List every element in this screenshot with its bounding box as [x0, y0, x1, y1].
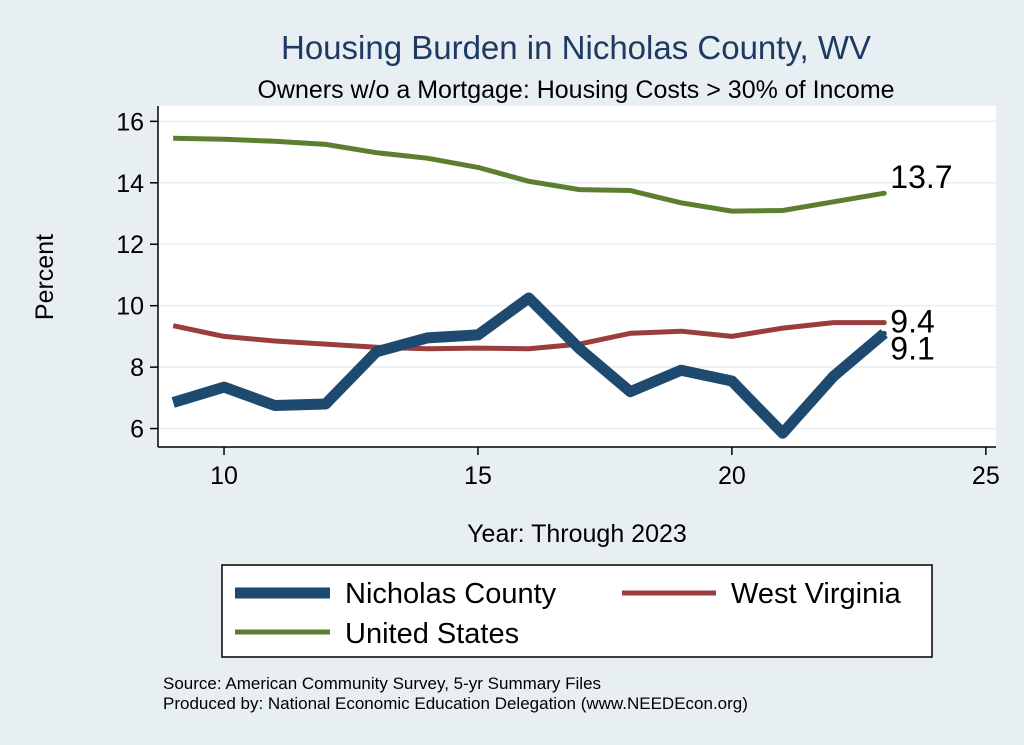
series-layer: 13.7 9.49.1 — [171, 135, 953, 439]
grid-layer — [158, 120, 996, 430]
legend-label-nicholas-county: Nicholas County — [345, 578, 557, 610]
chart-subtitle: Owners w/o a Mortgage: Housing Costs > 3… — [257, 76, 894, 104]
y-tick-label: 6 — [130, 416, 144, 444]
series-endpoint-nicholas-county — [881, 330, 887, 336]
y-tick-label: 16 — [116, 108, 144, 136]
y-tick-label: 12 — [116, 231, 144, 259]
y-tick-label: 10 — [116, 293, 144, 321]
x-axis-title: Year: Through 2023 — [467, 520, 687, 548]
legend-label-west-virginia: West Virginia — [731, 578, 902, 610]
end-label-west-virginia: 9.4 — [890, 304, 934, 340]
x-tick-label: 20 — [718, 462, 746, 490]
series-endpoint-united-states — [881, 190, 887, 196]
x-tick-label: 15 — [464, 462, 492, 490]
y-tick-label: 14 — [116, 170, 144, 198]
x-tick-label: 10 — [210, 462, 238, 490]
end-label-united-states: 13.7 — [890, 159, 952, 195]
series-endpoint-west-virginia — [881, 320, 887, 326]
series-line-west-virginia — [172, 320, 885, 352]
y-axis-title: Percent — [31, 234, 59, 320]
legend-label-united-states: United States — [345, 618, 519, 650]
x-tick-label: 25 — [972, 462, 1000, 490]
plot-area — [158, 106, 996, 447]
legend-box — [221, 564, 933, 658]
y-tick-label: 8 — [130, 354, 144, 382]
series-line-united-states — [173, 135, 885, 214]
series-line-nicholas-county — [171, 292, 888, 439]
end-label-nicholas-county: 9.1 — [890, 330, 934, 366]
source-note: Source: American Community Survey, 5-yr … — [163, 674, 601, 693]
producer-note: Produced by: National Economic Education… — [163, 694, 748, 713]
tick-layer: 6 8 10 12 14 16 10 15 20 25 — [116, 108, 1000, 490]
legend: Nicholas County West Virginia United Sta… — [221, 564, 933, 658]
chart-title: Housing Burden in Nicholas County, WV — [281, 29, 871, 66]
